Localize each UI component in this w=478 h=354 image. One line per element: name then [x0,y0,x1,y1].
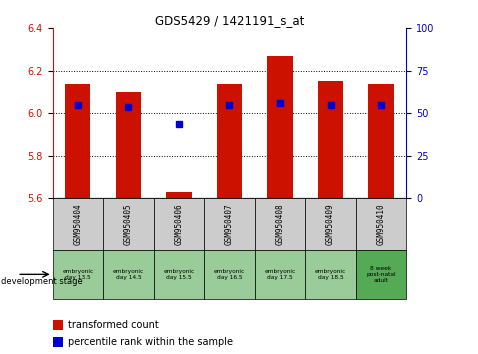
Text: percentile rank within the sample: percentile rank within the sample [68,337,233,347]
Bar [204,250,255,299]
Bar [255,250,305,299]
Bar [217,84,242,198]
Text: embryonic
day 18.5: embryonic day 18.5 [315,269,346,280]
Bar [204,198,255,250]
Bar [53,198,103,250]
Bar [153,250,204,299]
Text: development stage: development stage [1,277,83,286]
Bar [166,192,192,198]
Title: GDS5429 / 1421191_s_at: GDS5429 / 1421191_s_at [155,14,304,27]
Text: embryonic
day 16.5: embryonic day 16.5 [214,269,245,280]
Text: GSM950409: GSM950409 [326,203,335,245]
Bar [305,250,356,299]
Text: 8 week
post-natal
adult: 8 week post-natal adult [366,266,396,282]
Text: GSM950408: GSM950408 [275,203,284,245]
Bar [356,250,406,299]
Text: GSM950410: GSM950410 [377,203,386,245]
Text: transformed count: transformed count [68,320,159,330]
Text: GSM950404: GSM950404 [73,203,82,245]
Text: GSM950406: GSM950406 [174,203,184,245]
Text: embryonic
day 17.5: embryonic day 17.5 [264,269,295,280]
Bar [116,92,141,198]
Bar [103,250,153,299]
Bar [103,198,153,250]
Bar [53,337,63,347]
Bar [255,198,305,250]
Bar [369,84,394,198]
Text: embryonic
day 15.5: embryonic day 15.5 [163,269,195,280]
Text: embryonic
day 13.5: embryonic day 13.5 [62,269,94,280]
Bar [53,320,63,330]
Bar [153,198,204,250]
Bar [356,198,406,250]
Text: embryonic
day 14.5: embryonic day 14.5 [113,269,144,280]
Bar [267,56,293,198]
Bar [318,81,343,198]
Text: GSM950407: GSM950407 [225,203,234,245]
Bar [65,84,90,198]
Text: GSM950405: GSM950405 [124,203,133,245]
Bar [53,250,103,299]
Bar [305,198,356,250]
